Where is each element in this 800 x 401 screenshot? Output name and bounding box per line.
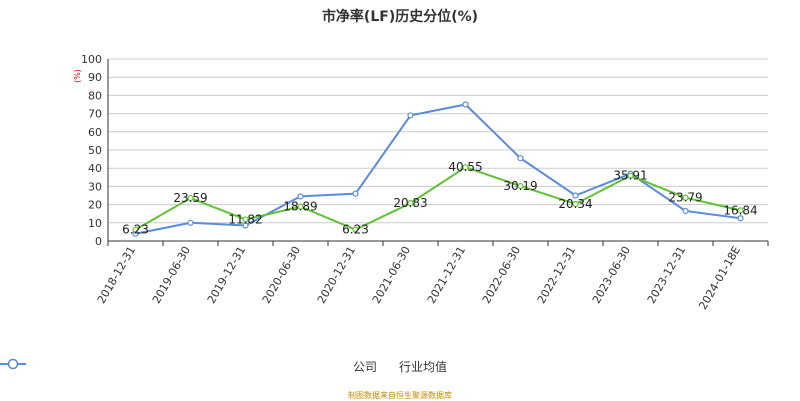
- data-label-company: 20.34: [558, 197, 592, 211]
- x-tick-label: 2021-06-30: [370, 244, 413, 306]
- data-label-company: 20.83: [393, 196, 427, 210]
- data-label-company: 16.84: [723, 203, 757, 217]
- legend-item-industry-average[interactable]: 行业均值: [0, 358, 448, 375]
- data-point-company: [462, 164, 469, 171]
- legend-industry-label: 行业均值: [399, 360, 448, 374]
- data-point-company: [517, 182, 524, 190]
- series-line-company: [135, 166, 741, 231]
- data-label-company: 40.55: [448, 160, 482, 174]
- y-tick-label: 10: [88, 217, 102, 230]
- data-label-company: 18.89: [283, 200, 317, 214]
- x-tick-label: 2023-06-30: [590, 244, 633, 306]
- chart-title: 市净率(LF)历史分位(%): [321, 9, 479, 25]
- data-point-industry-average: [517, 155, 524, 162]
- y-axis-label: (%): [73, 69, 82, 83]
- data-point-company: [407, 199, 414, 207]
- x-tick-label: 2022-06-30: [480, 244, 523, 306]
- legend-company-label: 公司: [352, 360, 377, 374]
- data-point-company: [352, 226, 359, 233]
- data-point-industry-average: [242, 222, 249, 229]
- x-tick-label: 2018-12-31: [95, 244, 138, 306]
- x-tick-label: 2021-12-31: [425, 244, 468, 306]
- data-label-company: 6.23: [342, 223, 369, 237]
- y-tick-label: 40: [88, 162, 102, 175]
- legend-industry-swatch: [0, 358, 26, 370]
- y-tick-label: 70: [88, 108, 102, 121]
- data-point-company: [187, 194, 194, 202]
- y-tick-label: 90: [88, 71, 102, 84]
- chart-legend: 公司 行业均值: [0, 358, 800, 375]
- data-label-company: 11.82: [228, 212, 262, 226]
- data-point-industry-average: [187, 219, 194, 226]
- y-tick-label: 60: [88, 126, 102, 139]
- data-point-company: [682, 194, 689, 201]
- y-tick-label: 20: [88, 199, 102, 212]
- y-tick-label: 0: [95, 235, 102, 248]
- x-tick-label: 2020-12-31: [315, 244, 358, 306]
- data-label-company: 35.91: [613, 169, 647, 183]
- data-point-company: [242, 216, 249, 223]
- data-point-industry-average: [462, 101, 469, 108]
- data-point-industry-average: [737, 215, 744, 222]
- data-label-company: 23.59: [173, 191, 207, 205]
- y-tick-label: 50: [88, 144, 102, 157]
- x-tick-label: 2019-06-30: [150, 244, 193, 306]
- data-point-company: [132, 226, 139, 233]
- legend-item-company[interactable]: 公司: [0, 358, 377, 375]
- source-note: 制图数据来自恒生聚源数据库: [348, 391, 452, 400]
- series-line-industry-average: [135, 103, 741, 235]
- x-tick-label: 2020-06-30: [260, 244, 303, 306]
- data-point-industry-average: [352, 190, 359, 197]
- x-tick-label: 2022-12-31: [535, 244, 578, 306]
- data-label-company: 6.23: [122, 223, 149, 237]
- y-tick-label: 80: [88, 89, 102, 102]
- data-point-company: [627, 172, 634, 179]
- x-tick-label: 2024-01-18E: [696, 244, 743, 312]
- data-point-industry-average: [682, 207, 689, 215]
- data-point-company: [297, 203, 304, 210]
- x-tick-label: 2023-12-31: [645, 244, 688, 306]
- y-tick-label: 100: [81, 53, 102, 66]
- data-point-industry-average: [407, 112, 414, 119]
- data-point-industry-average: [572, 192, 579, 199]
- data-point-industry-average: [297, 193, 304, 200]
- data-point-company: [572, 200, 579, 208]
- data-point-company: [737, 207, 744, 214]
- data-label-company: 30.19: [503, 179, 537, 193]
- y-tick-label: 30: [88, 180, 102, 193]
- data-label-company: 23.79: [668, 191, 702, 205]
- x-tick-label: 2019-12-31: [205, 244, 248, 306]
